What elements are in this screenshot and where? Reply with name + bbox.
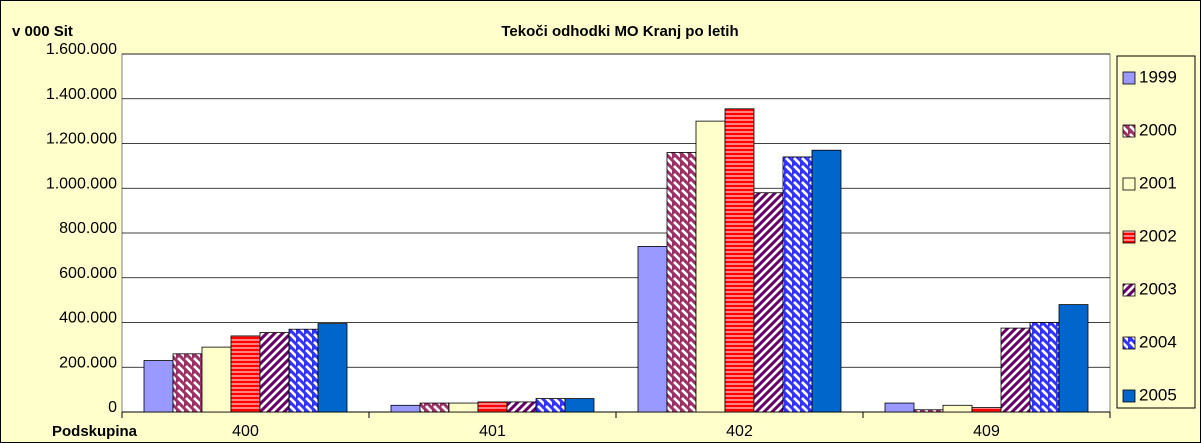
legend-label: 2000 (1139, 120, 1177, 139)
legend-label: 2003 (1139, 279, 1177, 298)
legend-label: 2004 (1139, 332, 1177, 351)
bar (390, 404, 421, 413)
y-tick-label: 200.000 (59, 354, 117, 371)
bar (724, 108, 755, 413)
legend-swatch (1122, 389, 1136, 403)
y-tick-label: 1.400.000 (46, 86, 117, 103)
x-tick-label: 409 (973, 423, 1000, 440)
bar (971, 407, 1002, 413)
y-axis-title: v 000 Sit (12, 23, 73, 40)
bar (1058, 304, 1089, 413)
bar (506, 401, 537, 413)
bar (448, 402, 479, 413)
y-tick-label: 600.000 (59, 265, 117, 282)
legend-label: 2005 (1139, 385, 1177, 404)
legend-label: 2001 (1139, 173, 1177, 192)
legend-swatch (1122, 283, 1136, 297)
chart-title: Tekoči odhodki MO Kranj po letih (501, 23, 738, 40)
bar (288, 328, 319, 413)
bar (1000, 327, 1031, 413)
bar (782, 156, 813, 413)
y-tick-label: 800.000 (59, 220, 117, 237)
bar (1029, 322, 1060, 413)
legend-swatch (1122, 177, 1136, 191)
bar (477, 401, 508, 413)
bar (143, 360, 174, 413)
bar (564, 398, 595, 413)
bar (230, 335, 261, 413)
x-tick-label: 401 (479, 423, 506, 440)
bar (884, 402, 915, 413)
bar (419, 402, 450, 413)
bar (913, 409, 944, 413)
bar (259, 332, 290, 413)
legend-label: 1999 (1139, 67, 1177, 86)
y-tick-label: 0 (108, 399, 117, 416)
legend-swatch (1122, 124, 1136, 138)
bar (201, 346, 232, 413)
bar (695, 120, 726, 413)
bar (317, 323, 348, 413)
x-tick-label: 400 (232, 423, 259, 440)
bar (942, 404, 973, 413)
legend-swatch (1122, 336, 1136, 350)
legend-swatch (1122, 71, 1136, 85)
y-tick-label: 400.000 (59, 310, 117, 327)
bar (811, 149, 842, 413)
x-tick-label: 402 (726, 423, 753, 440)
y-tick-label: 1.000.000 (46, 175, 117, 192)
bar (753, 192, 784, 413)
y-tick-label: 1.600.000 (46, 41, 117, 58)
legend-swatch (1122, 230, 1136, 244)
bar (637, 246, 668, 413)
bar (666, 152, 697, 413)
y-tick-label: 1.200.000 (46, 131, 117, 148)
x-axis-title: Podskupina (52, 423, 138, 440)
bar (172, 353, 203, 413)
bar (535, 398, 566, 413)
legend-label: 2002 (1139, 226, 1177, 245)
